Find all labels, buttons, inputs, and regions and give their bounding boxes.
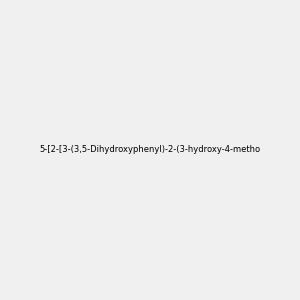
Text: 5-[2-[3-(3,5-Dihydroxyphenyl)-2-(3-hydroxy-4-metho: 5-[2-[3-(3,5-Dihydroxyphenyl)-2-(3-hydro… — [39, 146, 261, 154]
